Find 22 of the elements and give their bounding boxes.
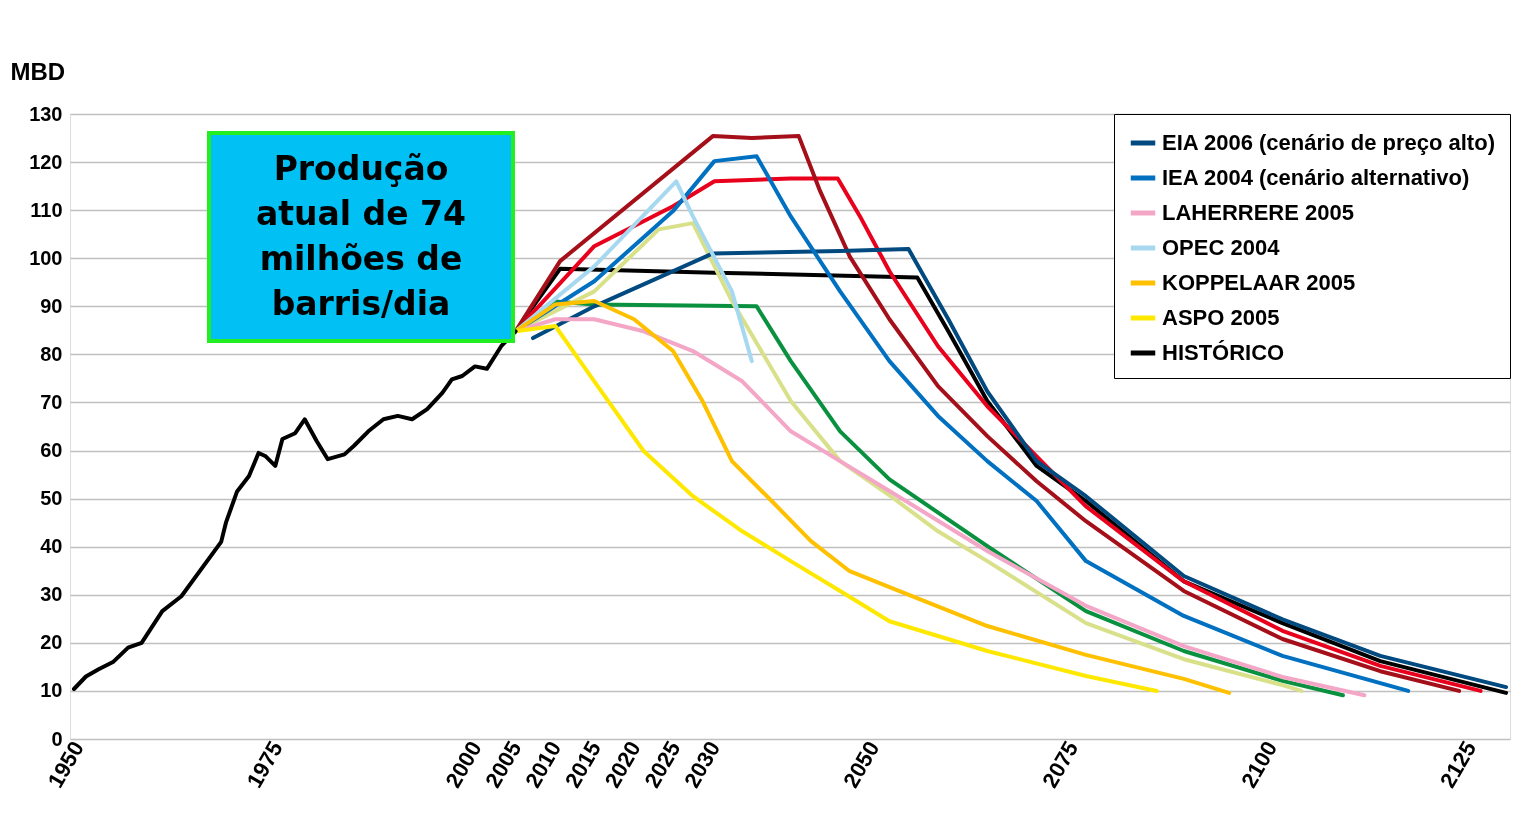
y-tick-label: 10 bbox=[40, 679, 63, 702]
y-tick-label: 70 bbox=[40, 390, 63, 413]
legend-label: IEA 2004 (cenário alternativo) bbox=[1162, 165, 1470, 190]
y-tick-label: 100 bbox=[29, 246, 63, 269]
y-tick-label: 60 bbox=[40, 439, 63, 462]
legend-label: LAHERRERE 2005 bbox=[1162, 200, 1354, 225]
y-tick-label: 120 bbox=[29, 150, 63, 173]
legend-label: OPEC 2004 bbox=[1162, 235, 1281, 260]
y-axis-title: MBD bbox=[10, 57, 66, 85]
y-tick-label: 130 bbox=[29, 102, 63, 125]
y-tick-label: 90 bbox=[40, 294, 63, 317]
legend-label: EIA 2006 (cenário de preço alto) bbox=[1162, 130, 1495, 155]
legend-label: HISTÓRICO bbox=[1162, 340, 1285, 365]
y-tick-label: 40 bbox=[40, 535, 63, 558]
y-tick-label: 110 bbox=[30, 198, 63, 221]
y-tick-label: 50 bbox=[40, 487, 63, 510]
y-tick-label: 80 bbox=[40, 342, 63, 365]
annotation: Produção atual de 74 milhões de barris/dia bbox=[255, 149, 467, 323]
legend-label: ASPO 2005 bbox=[1162, 305, 1280, 330]
legend-label: KOPPELAAR 2005 bbox=[1162, 270, 1356, 295]
y-tick-label: 30 bbox=[40, 583, 63, 606]
y-tick-label: 20 bbox=[40, 631, 63, 654]
